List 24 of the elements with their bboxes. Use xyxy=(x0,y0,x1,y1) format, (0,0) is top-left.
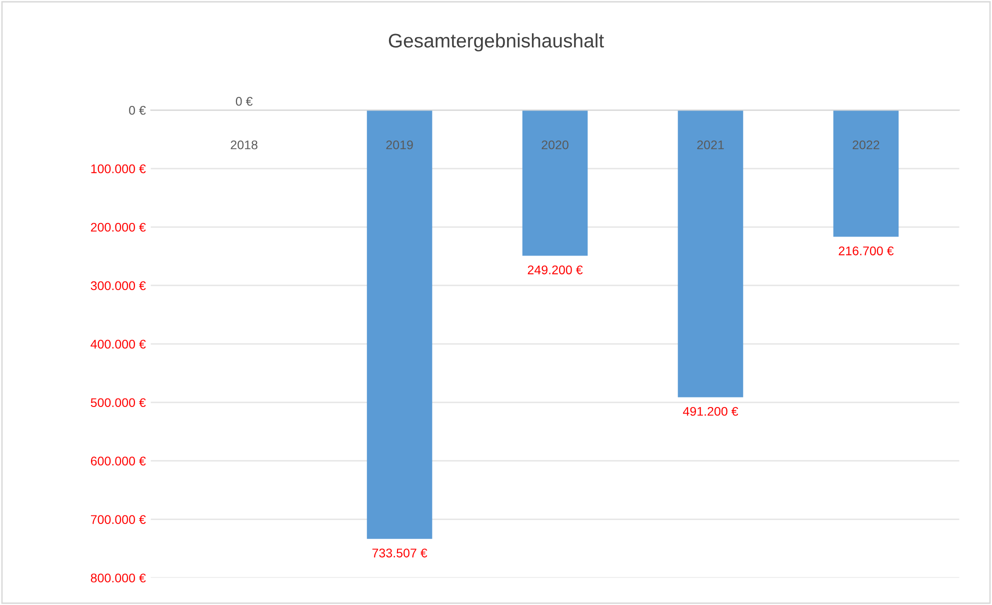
x-tick-label: 2020 xyxy=(542,140,568,150)
bar xyxy=(522,110,588,256)
y-tick-label: 400.000 € xyxy=(90,340,146,349)
x-tick-label: 2022 xyxy=(852,140,880,150)
y-tick-label: 700.000 € xyxy=(90,515,146,524)
y-tick-label: 200.000 € xyxy=(90,222,146,232)
x-tick-label: 2018 xyxy=(230,140,258,150)
y-tick-label: 500.000 € xyxy=(90,398,146,408)
bar xyxy=(366,110,432,539)
y-tick-label: 0 € xyxy=(129,106,146,115)
data-label: 249.200 € xyxy=(528,265,583,274)
data-label: 491.200 € xyxy=(682,406,738,416)
bar xyxy=(678,110,744,398)
y-tick-label: 300.000 € xyxy=(90,281,146,290)
y-tick-label: 800.000 € xyxy=(90,574,146,582)
chart-title: Gesamtergebnishaushalt xyxy=(388,33,604,52)
data-label: 733.507 € xyxy=(372,548,428,558)
x-tick-label: 2019 xyxy=(386,140,413,150)
x-tick-label: 2021 xyxy=(697,140,724,150)
y-tick-label: 600.000 € xyxy=(90,456,146,466)
data-label: 0 € xyxy=(236,96,253,106)
y-tick-label: 100.000 € xyxy=(91,164,146,174)
data-label: 216.700 € xyxy=(838,246,894,256)
bar xyxy=(833,110,899,237)
